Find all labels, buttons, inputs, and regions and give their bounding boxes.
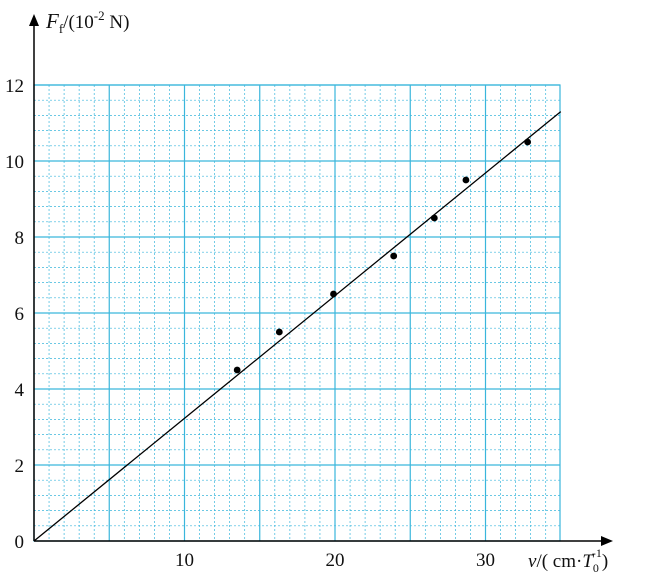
fit-line — [33, 111, 562, 542]
y-tick-label: 6 — [15, 304, 25, 325]
y-axis-label-post: N) — [105, 12, 130, 33]
y-axis-label: Ff/(10-2 N) — [45, 8, 129, 36]
y-axis-label-var: F — [45, 9, 59, 33]
x-axis-label: v/( cm·T0-1) — [528, 546, 608, 575]
y-axis-arrow-icon — [29, 14, 39, 26]
data-point — [430, 214, 438, 222]
y-tick-label: 12 — [5, 76, 24, 97]
x-axis-label-pre: /( cm· — [536, 551, 582, 572]
y-tick-label: 8 — [15, 228, 25, 249]
x-axis-label-sym: T — [582, 551, 594, 572]
x-axis-label-sub: 0 — [593, 561, 599, 575]
x-axis-label-post: ) — [602, 551, 608, 572]
data-point — [462, 176, 470, 184]
x-axis-label-var: v — [528, 551, 537, 572]
data-point — [233, 366, 241, 374]
data-point — [330, 290, 337, 298]
data-points — [233, 138, 532, 374]
y-tick-label: 10 — [5, 152, 24, 173]
grid — [33, 84, 561, 542]
tick-labels: 0 2 4 6 8 10 12 10 20 30 — [5, 76, 495, 571]
x-tick-label: 10 — [175, 550, 194, 571]
data-point — [390, 252, 398, 260]
y-tick-label: 4 — [15, 380, 25, 401]
fit-line-group — [33, 111, 562, 542]
y-axis-label-sub: f — [59, 21, 64, 36]
data-point — [524, 138, 532, 146]
y-tick-label: 0 — [15, 532, 25, 553]
axes — [29, 14, 613, 546]
x-axis-arrow-icon — [601, 536, 613, 546]
y-axis-label-pre: /(10 — [63, 12, 94, 33]
y-tick-label: 2 — [15, 456, 25, 477]
x-axis-label-sup: -1 — [592, 546, 602, 560]
x-tick-label: 20 — [326, 550, 345, 571]
data-point — [275, 328, 283, 336]
x-tick-label: 30 — [476, 550, 495, 571]
y-axis-label-sup: -2 — [94, 8, 105, 23]
